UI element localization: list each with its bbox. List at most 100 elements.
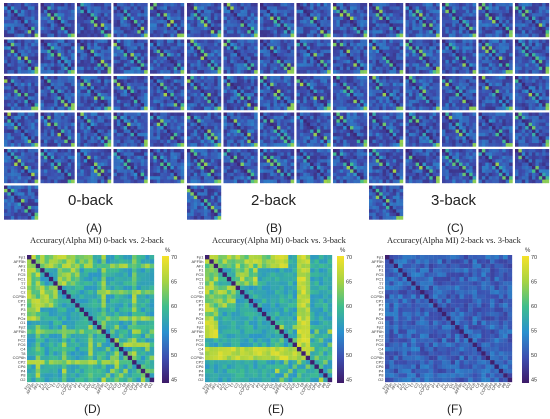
matrix-cell [336,70,340,74]
matrix-cell [160,179,164,184]
matrix-cell [40,59,45,64]
matrix-cell [40,56,45,61]
matrix-cell [160,106,164,111]
matrix-cell [223,136,228,140]
matrix-cell [21,136,25,140]
matrix-cell [204,176,208,180]
matrix-cell [31,149,35,153]
matrix-cell [287,99,291,104]
matrix-cell [180,179,185,184]
matrix-cell [273,23,278,27]
matrix-cell [100,30,105,34]
matrix-cell [24,9,28,14]
matrix-cell [320,6,324,10]
matrix-cell [17,26,22,31]
matrix-cell [7,16,11,21]
matrix-cell [287,162,291,167]
matrix-cell [43,33,48,38]
matrix-cell [336,23,340,27]
matrix-cell [313,70,318,74]
matrix-cell [339,139,344,144]
matrix-cell [173,42,178,47]
matrix-cell [327,46,331,50]
matrix-cell [233,152,238,156]
matrix-cell [339,103,344,107]
matrix-cell [197,13,201,17]
matrix-cell [320,20,324,24]
matrix-cell [127,23,131,27]
matrix-cell [320,42,324,47]
matrix-cell [94,42,98,47]
matrix-cell [240,103,245,107]
matrix-cell [83,172,88,177]
matrix-cell [290,20,295,24]
matrix-cell [17,30,22,34]
matrix-cell [320,96,324,100]
matrix-cell [187,9,191,14]
matrix-cell [116,99,121,104]
matrix-cell [153,115,157,120]
matrix-cell [14,59,18,64]
matrix-cell [327,103,331,107]
matrix-cell [296,93,301,97]
matrix-cell [356,136,361,140]
matrix-cell [316,82,321,87]
matrix-cell [207,139,211,144]
matrix-cell [54,172,58,177]
matrix-cell [127,119,131,123]
matrix-cell [104,59,108,64]
matrix-cell [4,26,8,31]
matrix-cell [210,93,215,97]
matrix-cell [187,126,191,130]
matrix-cell [34,16,39,21]
matrix-cell [156,112,161,117]
matrix-cell [187,155,191,160]
matrix-cell [24,188,28,193]
matrix-cell [180,119,185,123]
matrix-cell [156,103,161,107]
matrix-cell [180,66,185,71]
matrix-cell [24,179,28,184]
matrix-cell [150,155,154,160]
matrix-cell [226,89,231,94]
matrix-cell [47,152,51,156]
matrix-cell [24,122,28,127]
matrix-cell [27,66,32,71]
matrix-cell [24,56,28,61]
matrix-cell [10,26,15,31]
matrix-cell [170,166,174,170]
matrix-cell [240,143,245,147]
matrix-cell [260,162,264,167]
matrix-cell [24,149,28,153]
matrix-cell [130,119,135,123]
matrix-cell [90,53,95,57]
matrix-cell [50,56,55,61]
matrix-cell [263,119,267,123]
matrix-cell [190,136,194,140]
matrix-cell [200,53,205,57]
matrix-cell [197,59,201,64]
matrix-cell [90,179,95,184]
matrix-cell [243,176,248,180]
matrix-cell [323,49,328,54]
matrix-cell [83,9,88,14]
matrix-cell [303,56,307,61]
matrix-cell [47,132,51,137]
matrix-cell [287,63,291,67]
matrix-cell [137,119,141,123]
matrix-cell [14,89,18,94]
matrix-cell [24,33,28,38]
matrix-cell [197,76,201,80]
matrix-cell [47,103,51,107]
matrix-cell [210,70,215,74]
matrix-cell [197,115,201,120]
matrix-cell [167,70,171,74]
matrix-cell [263,9,267,14]
matrix-cell [287,20,291,24]
matrix-cell [34,49,39,54]
matrix-cell [127,159,131,163]
matrix-cell [4,152,8,156]
matrix-cell [173,39,178,44]
matrix-cell [270,66,274,71]
matrix-cell [280,93,284,97]
